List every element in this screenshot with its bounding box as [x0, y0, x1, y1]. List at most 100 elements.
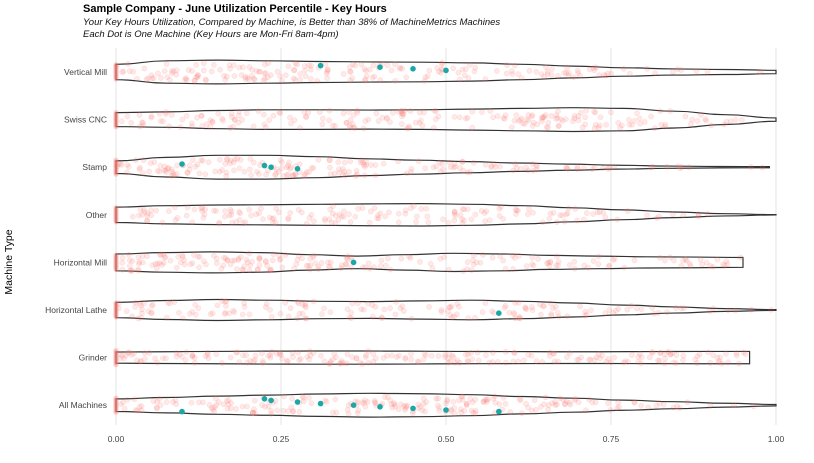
population-dot [139, 259, 146, 266]
population-dot [250, 123, 257, 130]
population-dot [676, 405, 683, 411]
population-dot [267, 267, 274, 273]
population-dot [457, 406, 464, 413]
population-dot [367, 66, 373, 73]
population-dot [607, 407, 614, 413]
population-dot [285, 215, 292, 221]
population-dot [241, 303, 248, 310]
population-dot [351, 125, 358, 131]
population-dot [529, 123, 536, 129]
population-dot [402, 207, 409, 214]
population-dot [284, 172, 290, 179]
population-dot [592, 121, 599, 128]
population-dot [384, 394, 391, 401]
population-dot [451, 208, 458, 215]
population-dot [635, 359, 642, 366]
population-dot [227, 160, 233, 167]
population-dot [436, 407, 443, 414]
population-dot [531, 397, 538, 403]
population-dot [625, 359, 631, 365]
population-dot [449, 352, 456, 359]
population-dot [487, 217, 493, 224]
population-dot [250, 159, 257, 166]
population-dot [316, 109, 323, 115]
population-dot [608, 359, 614, 366]
population-dot [304, 353, 311, 360]
population-dot [299, 301, 306, 308]
population-dot [725, 307, 732, 314]
population-dot [229, 257, 236, 264]
population-dot [344, 360, 350, 367]
population-dot [564, 64, 570, 71]
population-dot [678, 262, 685, 269]
population-dot [136, 123, 143, 130]
population-dot [649, 164, 656, 170]
population-dot [173, 401, 179, 408]
population-dot [517, 396, 523, 402]
population-dot [579, 124, 586, 131]
population-dot [468, 350, 474, 356]
population-dot [686, 164, 692, 171]
population-dot [349, 121, 356, 127]
population-dot [501, 115, 508, 122]
population-dot [433, 163, 440, 170]
population-dot [480, 399, 487, 405]
population-dot-zero [113, 110, 119, 116]
population-dot [251, 406, 257, 412]
population-dot [549, 66, 555, 72]
population-dot [534, 163, 540, 170]
population-dot [220, 401, 227, 408]
population-dot [459, 396, 466, 403]
population-dot [583, 311, 590, 318]
population-dot [447, 312, 453, 319]
population-dot [408, 315, 415, 322]
population-dot [185, 67, 192, 73]
population-dot [226, 62, 233, 68]
population-dot [297, 124, 303, 131]
population-dot [141, 206, 147, 213]
population-dot-zero [113, 354, 119, 360]
chart-subtitle-line-2: Each Dot is One Machine (Key Hours are M… [83, 29, 339, 40]
population-dot [461, 408, 468, 414]
population-dot [380, 355, 387, 361]
population-dot [559, 117, 566, 124]
population-dot [249, 66, 256, 73]
population-dot [417, 259, 423, 265]
population-dot [680, 257, 687, 264]
population-dot [327, 358, 334, 365]
population-dot [622, 358, 629, 365]
population-dot [458, 409, 465, 416]
population-dot [572, 395, 579, 402]
population-dot [547, 300, 554, 307]
population-dot [246, 166, 253, 173]
population-dot [504, 62, 510, 68]
population-dot [319, 121, 326, 128]
population-dot [510, 266, 516, 272]
population-dot [460, 167, 467, 174]
population-dot [596, 209, 603, 215]
population-dot [140, 122, 146, 129]
population-dot [344, 253, 351, 259]
population-dot [541, 303, 547, 309]
population-dot [300, 394, 307, 401]
population-dot [303, 304, 309, 311]
population-dot [181, 257, 187, 264]
population-dot [545, 124, 551, 131]
population-dot [578, 354, 585, 361]
population-dot [461, 217, 467, 224]
population-dot [191, 206, 198, 213]
population-dot-zero [113, 256, 119, 262]
population-dot [322, 61, 329, 68]
population-dot [291, 67, 297, 73]
population-dot [374, 215, 381, 222]
population-dot [511, 62, 518, 69]
population-dot-zero [113, 114, 119, 120]
y-tick-label-5: Horizontal Lathe [45, 305, 107, 315]
population-dot [288, 120, 294, 127]
population-dot [341, 208, 347, 215]
population-dot [303, 315, 310, 322]
population-dot [721, 121, 727, 128]
population-dot [250, 409, 256, 416]
population-dot [574, 217, 581, 224]
